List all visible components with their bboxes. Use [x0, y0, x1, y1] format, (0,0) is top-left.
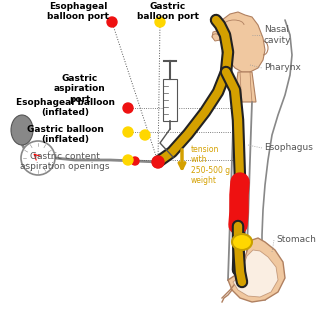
Circle shape: [131, 157, 139, 165]
Polygon shape: [218, 12, 265, 72]
Text: Esophagus: Esophagus: [264, 144, 313, 152]
Text: tension
with
250-500 g
weight: tension with 250-500 g weight: [191, 145, 230, 185]
Polygon shape: [228, 238, 285, 302]
Text: Esophageal balloon
(inflated): Esophageal balloon (inflated): [16, 98, 115, 117]
Circle shape: [155, 17, 165, 27]
Circle shape: [123, 155, 133, 165]
Text: Esophageal
balloon port: Esophageal balloon port: [47, 2, 109, 21]
Circle shape: [123, 127, 133, 137]
Circle shape: [152, 156, 164, 168]
Circle shape: [107, 17, 117, 27]
Circle shape: [123, 103, 133, 113]
Circle shape: [140, 130, 150, 140]
Text: Pharynx: Pharynx: [264, 63, 301, 73]
Ellipse shape: [232, 234, 252, 250]
Ellipse shape: [11, 115, 33, 145]
Circle shape: [21, 141, 55, 175]
Text: Stomach: Stomach: [276, 236, 316, 245]
Polygon shape: [212, 30, 220, 41]
FancyBboxPatch shape: [163, 79, 177, 121]
Text: Gastric
aspiration
port: Gastric aspiration port: [54, 74, 106, 104]
Text: Gastric
balloon port: Gastric balloon port: [137, 2, 199, 21]
Text: Gastric content
aspiration openings: Gastric content aspiration openings: [20, 152, 110, 171]
Text: Gastric balloon
(inflated): Gastric balloon (inflated): [26, 125, 103, 145]
Text: Nasal
cavity: Nasal cavity: [264, 25, 291, 45]
Polygon shape: [234, 72, 256, 102]
Polygon shape: [233, 250, 278, 297]
